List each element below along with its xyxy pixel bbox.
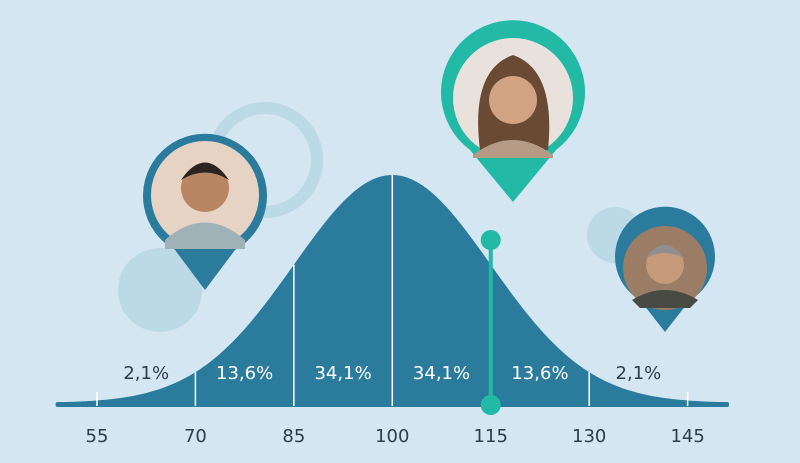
highlight-dot [480,230,501,250]
value-label: 13,6% [511,363,568,384]
value-label: 34,1% [413,363,470,384]
segment [392,175,491,403]
x-tick-label: 115 [474,426,508,447]
avatar-pin [441,20,585,203]
x-tick-label: 100 [375,426,409,447]
value-label: 2,1% [616,363,662,384]
segment [195,264,294,403]
plot: 2,1% 13,6% 34,1% 34,1% 13,6% 2,1% 55 70 85 100 115… [55,175,730,447]
segment [589,372,727,403]
x-tick-label: 70 [184,426,207,447]
segment [293,175,393,403]
value-label: 13,6% [216,363,273,384]
x-tick-label: 145 [670,426,704,447]
highlight-dot [480,395,501,415]
segment [490,264,590,403]
value-label: 2,1% [123,363,169,384]
segment [57,372,196,403]
decoration [118,248,202,332]
x-tick-label: 85 [282,426,305,447]
value-label: 34,1% [314,363,371,384]
avatar-pin [143,133,267,290]
x-tick-label: 55 [86,426,109,447]
x-tick-label: 130 [572,426,606,447]
avatar-pin [614,206,715,332]
